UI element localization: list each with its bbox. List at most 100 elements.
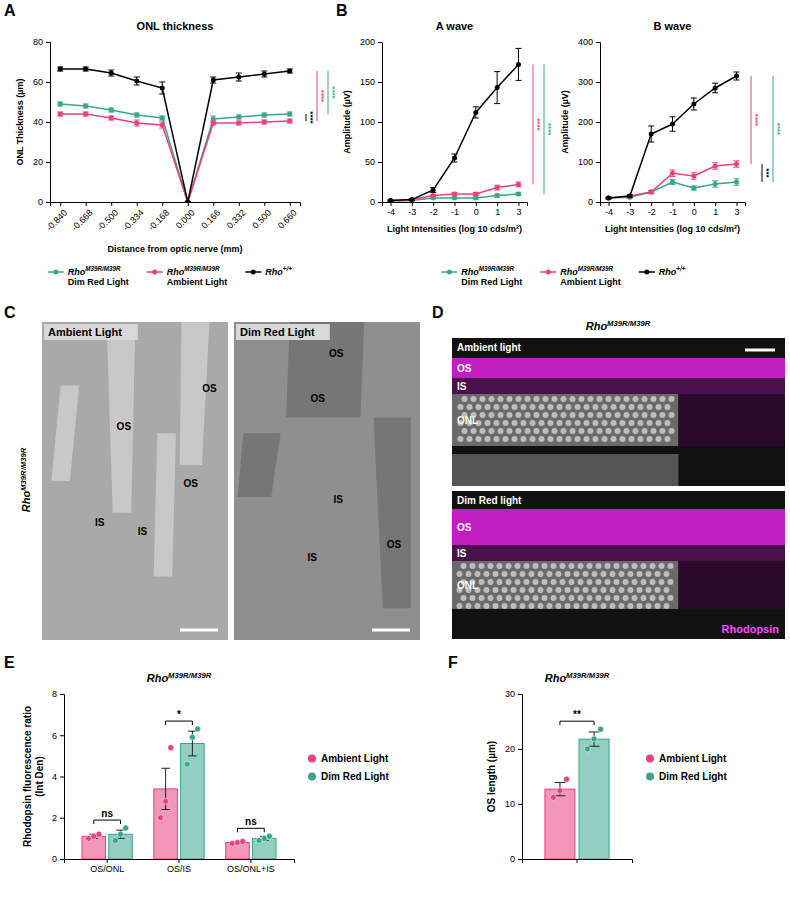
nucleus [530, 404, 536, 410]
x-tick-mark [111, 202, 112, 206]
nucleus [467, 404, 473, 410]
x-axis [523, 859, 633, 863]
marker [546, 270, 551, 275]
x-tick-mark [433, 202, 434, 206]
nucleus [659, 563, 665, 569]
nucleus [489, 396, 495, 402]
nucleus [620, 436, 626, 442]
x-tick-mark [264, 202, 265, 206]
marker [262, 120, 267, 125]
x-tick-mark [250, 859, 251, 863]
error-bar [83, 104, 89, 108]
marker [185, 200, 190, 203]
chart: 0100200300400-4-3-2-1013B waveLight Inte… [560, 20, 782, 234]
marker [409, 197, 414, 202]
nucleus [506, 563, 512, 569]
nucleus [467, 436, 473, 442]
panel-letter: D [432, 304, 444, 321]
nucleus [506, 595, 512, 601]
nucleus [620, 404, 626, 410]
nucleus [494, 404, 500, 410]
nucleus [592, 603, 598, 609]
nucleus [588, 412, 594, 418]
structure-label: IS [307, 552, 317, 563]
title-patch [236, 324, 330, 340]
nucleus [647, 436, 653, 442]
y-tick: 6 [52, 731, 64, 741]
nucleus [476, 436, 482, 442]
marker [516, 182, 521, 187]
x-tick: -0.668 [70, 202, 95, 233]
x-axis: -4-3-2-1013 [383, 202, 528, 217]
nucleus [556, 587, 562, 593]
nucleus [543, 396, 549, 402]
nucleus [587, 563, 593, 569]
nucleus [560, 595, 566, 601]
y-tick-mark [518, 859, 522, 860]
nucleus [646, 587, 652, 593]
significance-label: ns [245, 816, 257, 827]
nucleus [506, 579, 512, 585]
y-axis-line [60, 695, 65, 860]
nucleus [470, 595, 476, 601]
significance-bracket [560, 721, 594, 725]
layer-label: OS [457, 363, 472, 374]
legend-entry: RhoM39R/M39RAmbient Light [540, 265, 621, 287]
nucleus [561, 412, 567, 418]
significance-label: **** [317, 90, 326, 103]
marker [83, 112, 88, 117]
y-tick-label: 8 [52, 689, 57, 699]
marker [160, 116, 165, 121]
x-tick-label: 0 [474, 207, 479, 217]
legend-label: Ambient Light [321, 753, 389, 764]
nucleus [458, 404, 464, 410]
x-tick-mark [577, 859, 578, 863]
chart-title: RhoM39R/M39R [147, 671, 212, 684]
nucleus [548, 420, 554, 426]
nucleus [669, 428, 675, 434]
y-axis-title: Amplitude (µV) [342, 90, 352, 154]
error-bar [473, 192, 479, 195]
structure-label: OS [184, 478, 199, 489]
panel-letter: B [336, 2, 348, 19]
marker [109, 71, 114, 76]
error-bar [555, 783, 566, 796]
x-tick: 3 [734, 202, 739, 217]
y-tick-mark [378, 82, 382, 83]
nucleus [497, 563, 503, 569]
error-bar [134, 77, 140, 85]
nucleus [480, 396, 486, 402]
marker [160, 86, 165, 91]
x-tick: OS/IS [167, 859, 191, 874]
nucleus [538, 603, 544, 609]
nucleus [629, 436, 635, 442]
nucleus [462, 396, 468, 402]
marker [734, 162, 739, 167]
nucleus [542, 579, 548, 585]
nucleus [578, 579, 584, 585]
x-tick-mark [455, 202, 456, 206]
nucleus [659, 595, 665, 601]
image-panel: RhoM39R/M39RAmbient lightOSISONLDim Red … [452, 319, 785, 639]
image-panel: RhoM39R/M39RAmbient LightOSOSOSISISDim R… [19, 322, 420, 640]
data-point [584, 746, 590, 752]
nucleus [507, 412, 513, 418]
nucleus [530, 436, 536, 442]
legend-swatch [308, 755, 316, 763]
error-bar [261, 71, 267, 77]
structure-label: OS [329, 348, 344, 359]
x-tick-label: 0.000 [174, 208, 197, 231]
data-point [163, 798, 169, 804]
nucleus [461, 595, 467, 601]
panel-letter: E [4, 654, 15, 671]
x-tick-mark [137, 202, 138, 206]
error-bar [515, 182, 521, 187]
marker [58, 67, 63, 72]
y-tick-mark [378, 42, 382, 43]
nucleus [488, 563, 494, 569]
y-tick-mark [46, 42, 50, 43]
nucleus [593, 436, 599, 442]
bar [154, 789, 178, 859]
y-tick-mark [378, 162, 382, 163]
nucleus [521, 420, 527, 426]
